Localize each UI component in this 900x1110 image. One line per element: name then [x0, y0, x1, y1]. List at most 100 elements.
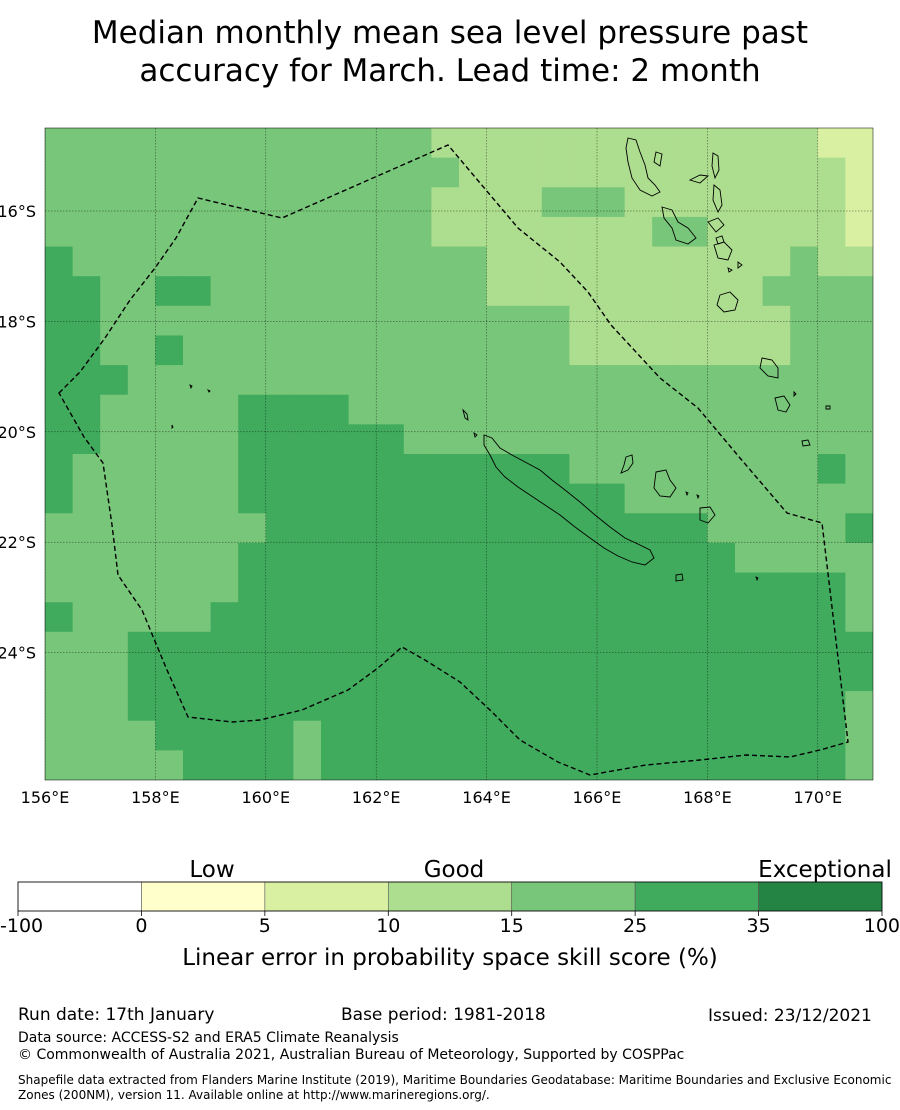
grid-cell [183, 572, 212, 603]
grid-cell [624, 750, 653, 780]
grid-cell [265, 424, 294, 455]
grid-cell [486, 542, 515, 574]
grid-cell [348, 661, 377, 692]
grid-cell [155, 157, 184, 188]
grid-cell [597, 305, 626, 337]
grid-cell [210, 128, 239, 159]
grid-cell [541, 691, 570, 722]
graticule [45, 128, 873, 780]
grid-cell [376, 365, 405, 396]
grid-cell [597, 246, 626, 277]
new-caledonia-coast [483, 434, 655, 566]
grid-cell [210, 157, 239, 188]
grid-cell [845, 542, 873, 574]
grid-cell [293, 720, 322, 751]
grid-cell [403, 246, 432, 277]
grid-cell [72, 542, 101, 574]
grid-cell [790, 394, 819, 425]
grid-cell [265, 750, 294, 780]
grid-cell [707, 424, 736, 455]
grid-cell [790, 572, 819, 603]
grid-cell [679, 720, 708, 751]
grid-cell [265, 542, 294, 574]
matthew-islet [793, 390, 797, 398]
latitude-labels: 16°S 18°S 20°S 22°S 24°S [0, 202, 36, 663]
grid-cell [376, 691, 405, 722]
grid-cell [210, 424, 239, 455]
grid-cell [790, 542, 819, 574]
grid-cell [376, 128, 405, 159]
grid-cell [790, 661, 819, 692]
grid-cell [376, 631, 405, 663]
grid-cell [431, 305, 460, 337]
grid-cell [762, 661, 791, 692]
grid-cell [486, 187, 515, 218]
grid-cell [45, 572, 74, 603]
grid-cell [514, 128, 543, 159]
grid-cell [569, 661, 598, 692]
grid-cell [45, 424, 74, 455]
grid-cell [624, 335, 653, 366]
grid-cell [431, 335, 460, 366]
grid-cell [210, 542, 239, 574]
grid-cell [459, 454, 488, 485]
title-line-2: accuracy for March. Lead time: 2 month [139, 53, 761, 89]
grid-cell [321, 513, 350, 544]
colorbar-tick-label: 100 [864, 915, 900, 937]
colorbar-tick-label: 10 [376, 915, 400, 937]
grid-cell [845, 187, 873, 218]
grid-cell [348, 483, 377, 514]
grid-cell [45, 602, 74, 633]
grid-cell [72, 157, 101, 188]
colorbar-segment [634, 881, 759, 912]
lat-tick-label: 24°S [0, 644, 36, 663]
grid-cell [541, 276, 570, 307]
grid-cell [762, 513, 791, 544]
grid-cell [210, 661, 239, 692]
grid-cell [679, 483, 708, 514]
grid-cell [486, 572, 515, 603]
grid-cell [514, 157, 543, 188]
grid-cell [817, 246, 846, 277]
grid-cell [569, 513, 598, 544]
grid-cell [321, 572, 350, 603]
grid-cell [817, 216, 846, 248]
grid-cell [293, 128, 322, 159]
grid-cell [735, 157, 764, 188]
colorbar-tick-label: 35 [746, 915, 770, 937]
grid-cell [790, 454, 819, 485]
grid-cell [459, 720, 488, 751]
grid-cell [652, 276, 681, 307]
grid-cell [569, 305, 598, 337]
grid-cell [265, 365, 294, 396]
grid-cell [155, 750, 184, 780]
grid-cell [210, 750, 239, 780]
grid-cell [790, 335, 819, 366]
grid-cell [486, 454, 515, 485]
grid-cell [293, 602, 322, 633]
map-figure: 156°E 158°E 160°E 162°E 164°E 166°E 168°E 170°E… [0, 127, 900, 971]
grid-cell [100, 720, 129, 751]
grid-cell [790, 128, 819, 159]
grid-cell [790, 157, 819, 188]
grid-cell [541, 602, 570, 633]
grid-cell [72, 216, 101, 248]
grid-cell [652, 691, 681, 722]
grid-cell [183, 424, 212, 455]
grid-cell [431, 216, 460, 248]
grid-cell [817, 483, 846, 514]
grid-cell [127, 572, 156, 603]
grid-cell [183, 454, 212, 485]
grid-cell [817, 750, 846, 780]
grid-cell [265, 483, 294, 514]
chesterfield-isles [462, 408, 478, 438]
grid-cell [762, 335, 791, 366]
grid-cell [210, 631, 239, 663]
grid-cell [735, 720, 764, 751]
grid-cell [514, 513, 543, 544]
mare-coast [699, 506, 716, 524]
grid-cell [569, 454, 598, 485]
erromango-coast [716, 291, 739, 313]
grid-cell [652, 631, 681, 663]
grid-cell [348, 246, 377, 277]
